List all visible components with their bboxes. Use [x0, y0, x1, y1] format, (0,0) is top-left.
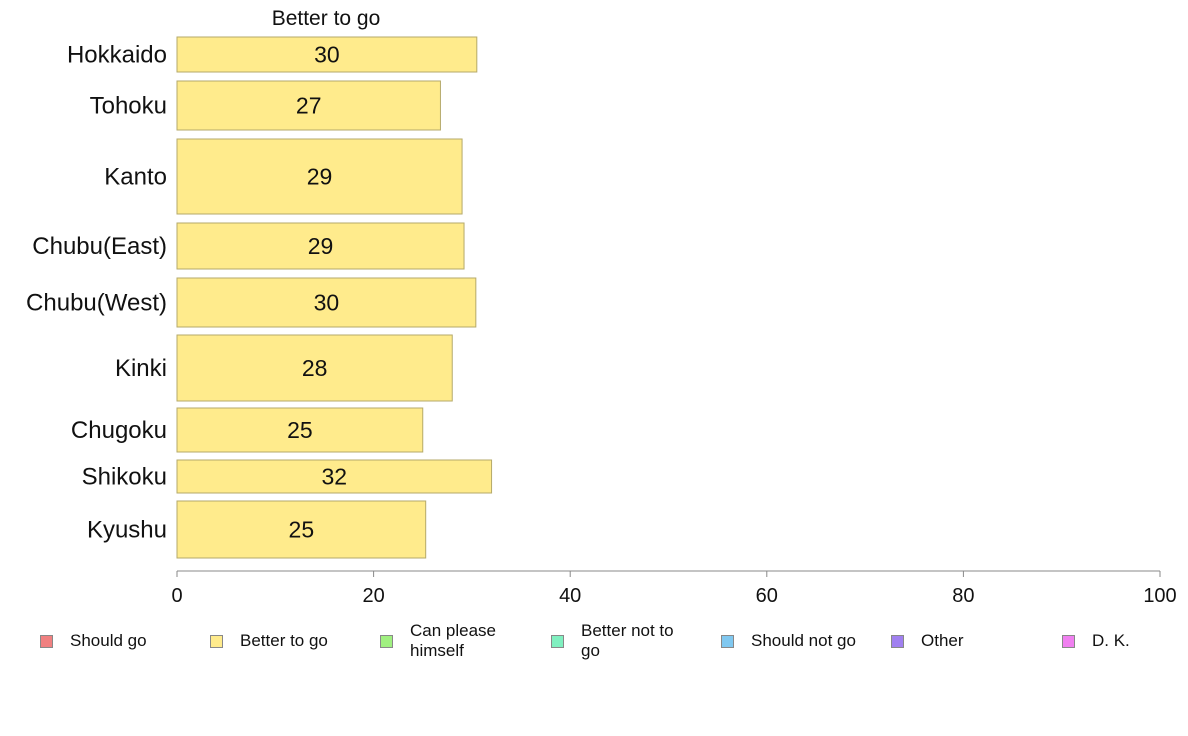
bar-chart: Better to go 30 Hokkaido 27 Tohoku 29 Kanto 29… [26, 7, 1177, 607]
category-label: Kyushu [87, 517, 167, 544]
bar-value-label: 25 [287, 417, 313, 443]
bar [176, 459, 493, 494]
legend: Should go Better to go Can please himself B… [0, 620, 1188, 670]
legend-label: Better to go [240, 631, 328, 650]
bar-value-label: 29 [307, 164, 333, 190]
x-tick-label: 100 [1143, 585, 1176, 607]
x-tick-label: 60 [756, 585, 778, 607]
category-label: Chugoku [71, 417, 167, 444]
legend-swatch [210, 634, 223, 648]
bar-value-label: 32 [321, 464, 347, 490]
legend-item: Should go [40, 620, 180, 662]
legend-swatch [891, 634, 904, 648]
bar [176, 277, 477, 328]
x-tick-label: 20 [362, 585, 384, 607]
category-label: Tohoku [90, 93, 167, 120]
legend-swatch [40, 634, 53, 648]
legend-label: Better not to go [581, 621, 674, 660]
legend-item: Should not go [721, 620, 861, 662]
bar-value-label: 30 [314, 290, 340, 316]
legend-label: Should not go [751, 631, 856, 650]
legend-swatch [551, 634, 564, 648]
x-tick-label: 40 [559, 585, 581, 607]
bar [176, 407, 424, 453]
legend-swatch [1062, 634, 1075, 648]
legend-label: Can please himself [410, 621, 497, 660]
category-label: Hokkaido [67, 42, 167, 69]
legend-item: Other [891, 620, 1031, 662]
bar [176, 138, 463, 215]
x-tick-label: 80 [952, 585, 974, 607]
bar-value-label: 29 [308, 233, 334, 259]
bar [176, 500, 427, 559]
bar [176, 36, 478, 73]
legend-label: D. K. [1092, 631, 1130, 650]
category-label: Shikoku [82, 464, 167, 491]
category-label: Chubu(West) [26, 290, 167, 317]
category-label: Kinki [115, 355, 167, 382]
bar [176, 80, 441, 131]
x-tick-label: 0 [171, 585, 182, 607]
legend-label: Should go [70, 631, 147, 650]
category-label: Kanto [104, 164, 167, 191]
chart-title: Better to go [272, 7, 381, 30]
bar [176, 334, 453, 402]
category-label: Chubu(East) [32, 233, 167, 260]
bar-value-label: 27 [296, 93, 322, 119]
legend-item: Better not to go [551, 620, 691, 662]
legend-item: Can please himself [380, 620, 520, 662]
bar-value-label: 25 [289, 517, 315, 543]
bar-value-label: 28 [302, 355, 328, 381]
bars-layer: 30 Hokkaido 27 Tohoku 29 Kanto 29 Chubu(East) 30… [26, 36, 493, 559]
legend-item: Better to go [210, 620, 350, 662]
legend-item: D. K. [1062, 620, 1188, 662]
legend-label: Other [921, 631, 964, 650]
x-axis: 0 20 40 60 80 100 [171, 570, 1177, 607]
bar-value-label: 30 [314, 42, 340, 68]
legend-swatch [721, 634, 734, 648]
bar [176, 222, 465, 270]
legend-swatch [380, 634, 393, 648]
